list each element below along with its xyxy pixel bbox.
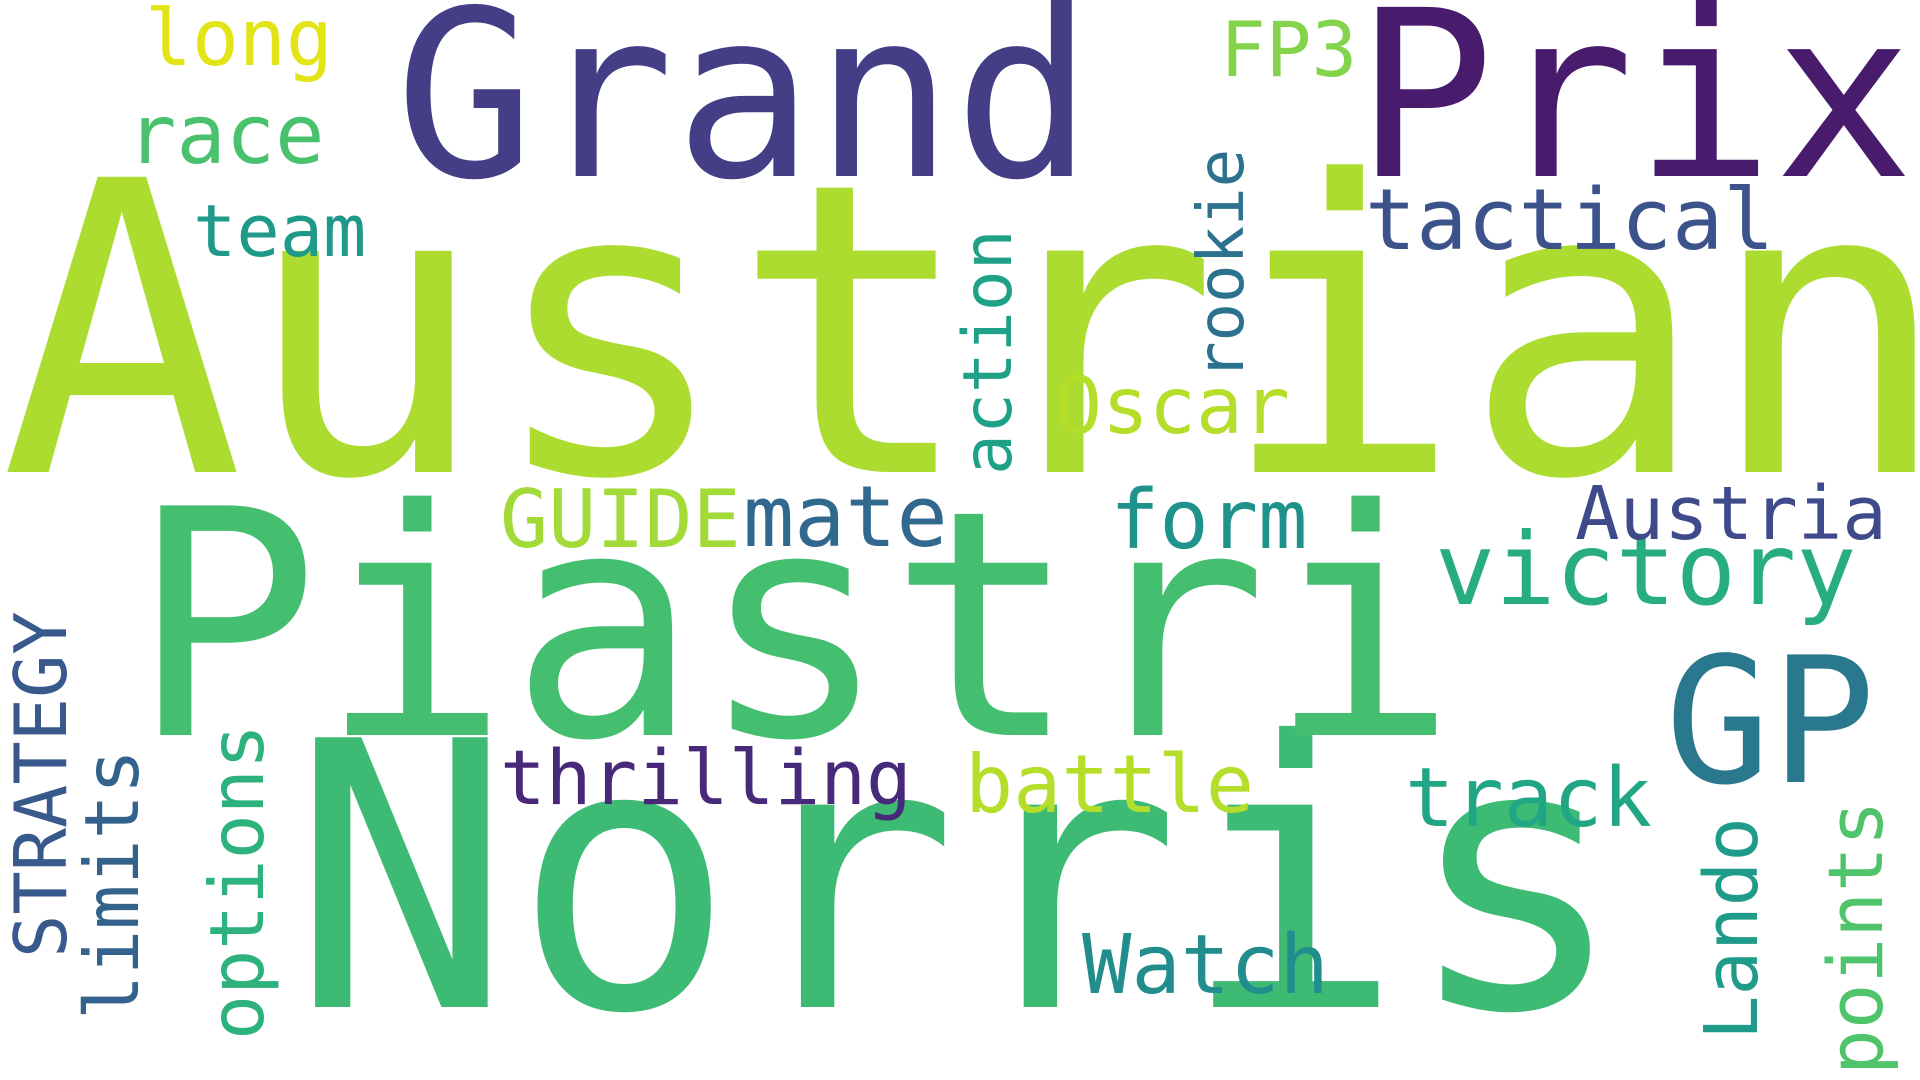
word-fp3: FP3 bbox=[1220, 5, 1358, 94]
word-rookie: rookie bbox=[1185, 148, 1259, 380]
word-norris: Norris bbox=[290, 665, 1627, 1080]
word-team: team bbox=[193, 189, 367, 273]
word-piastri: Piastri bbox=[130, 444, 1458, 810]
word-watch: Watch bbox=[1082, 918, 1329, 1013]
word-austria: Austria bbox=[1575, 471, 1887, 557]
word-oscar: Oscar bbox=[1055, 362, 1290, 452]
word-austrian: Austrian bbox=[0, 96, 1920, 568]
word-guide: GUIDE bbox=[500, 473, 741, 566]
word-action: action bbox=[949, 229, 1028, 475]
word-options: options bbox=[193, 723, 281, 1040]
word-long: long bbox=[145, 0, 333, 84]
word-battle: battle bbox=[965, 738, 1254, 831]
word-track: track bbox=[1405, 751, 1652, 846]
word-strategy: STRATEGY bbox=[0, 611, 83, 958]
word-points: points bbox=[1811, 800, 1900, 1075]
word-victory: victory bbox=[1435, 511, 1857, 628]
word-race: race bbox=[127, 88, 325, 183]
word-limits: limits bbox=[68, 749, 156, 1020]
word-prix: Prix bbox=[1355, 0, 1914, 231]
word-grand: Grand bbox=[395, 0, 1094, 231]
word-tactical: tactical bbox=[1365, 171, 1775, 270]
word-thrilling: thrilling bbox=[500, 733, 912, 822]
word-form: form bbox=[1110, 473, 1308, 568]
word-mate: mate bbox=[743, 468, 948, 567]
word-lando: Lando bbox=[1689, 817, 1775, 1040]
word-gp: GP bbox=[1665, 621, 1876, 824]
